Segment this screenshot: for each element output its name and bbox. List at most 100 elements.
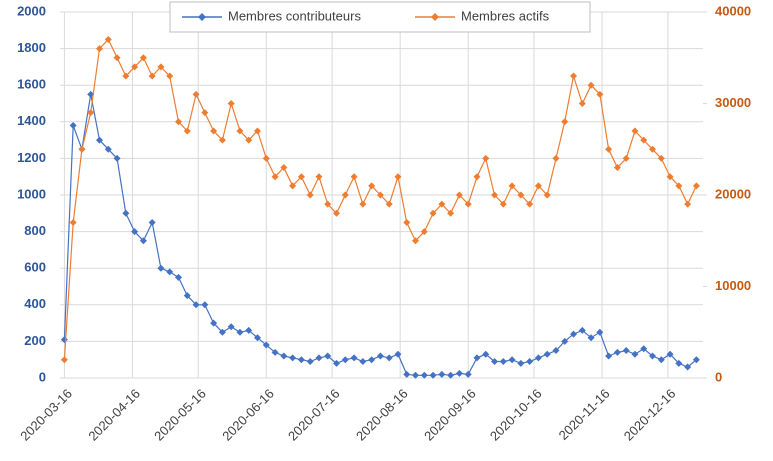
data-point <box>262 154 270 162</box>
data-point <box>280 164 288 172</box>
data-point <box>254 127 262 135</box>
data-point <box>122 72 130 80</box>
data-point <box>245 136 253 144</box>
data-point <box>148 72 156 80</box>
x-tick-label: 2020-03-16 <box>17 386 75 444</box>
data-point <box>376 191 384 199</box>
data-point <box>157 63 165 71</box>
data-point <box>280 352 288 360</box>
x-tick-label: 2020-05-16 <box>151 386 209 444</box>
data-point <box>218 136 226 144</box>
data-point <box>306 191 314 199</box>
data-point <box>368 182 376 190</box>
data-point <box>473 354 481 362</box>
data-point <box>517 359 525 367</box>
data-point <box>552 347 560 355</box>
data-point <box>175 273 183 281</box>
data-point <box>148 218 156 226</box>
data-point <box>315 354 323 362</box>
data-point <box>315 173 323 181</box>
data-point <box>622 154 630 162</box>
data-point <box>412 237 420 245</box>
data-point <box>122 209 130 217</box>
data-point <box>271 173 279 181</box>
y-tick-label: 2000 <box>17 3 46 18</box>
y-tick-label: 0 <box>39 369 46 384</box>
data-point <box>464 370 472 378</box>
data-point <box>297 173 305 181</box>
data-point <box>649 145 657 153</box>
y-tick-label: 1000 <box>17 186 46 201</box>
y2-tick-label: 20000 <box>715 186 751 201</box>
x-tick-label: 2020-04-16 <box>85 386 143 444</box>
data-point <box>227 323 235 331</box>
data-point <box>69 121 77 129</box>
legend-box <box>169 1 591 33</box>
data-point <box>657 154 665 162</box>
data-point <box>455 191 463 199</box>
data-point <box>587 81 595 89</box>
data-point <box>96 136 104 144</box>
data-point <box>385 354 393 362</box>
legend-label: Membres contributeurs <box>228 8 361 23</box>
data-point <box>385 200 393 208</box>
y2-tick-label: 0 <box>715 369 722 384</box>
data-point <box>473 173 481 181</box>
data-point <box>543 191 551 199</box>
data-point <box>192 301 200 309</box>
data-point <box>333 209 341 217</box>
data-point <box>104 145 112 153</box>
data-point <box>605 352 613 360</box>
data-point <box>87 109 95 117</box>
legend: Membres contributeurs Membres actifs <box>169 1 591 33</box>
data-point <box>543 350 551 358</box>
data-point <box>210 319 218 327</box>
y-tick-label: 1200 <box>17 150 46 165</box>
data-point <box>657 356 665 364</box>
data-point <box>183 292 191 300</box>
data-point <box>570 330 578 338</box>
data-point <box>596 90 604 98</box>
data-point <box>183 127 191 135</box>
x-tick-label: 2020-07-16 <box>285 386 343 444</box>
data-point <box>69 218 77 226</box>
data-point <box>131 63 139 71</box>
data-point <box>210 127 218 135</box>
data-point <box>113 54 121 62</box>
data-point <box>192 90 200 98</box>
data-point <box>175 118 183 126</box>
x-tick-label: 2020-11-16 <box>556 386 613 443</box>
data-point <box>341 191 349 199</box>
data-point <box>534 354 542 362</box>
data-point <box>675 182 683 190</box>
data-point <box>587 334 595 342</box>
data-point <box>491 358 499 366</box>
data-point <box>139 54 147 62</box>
data-point <box>297 356 305 364</box>
data-point <box>552 154 560 162</box>
x-tick-label: 2020-06-16 <box>219 386 277 444</box>
data-point <box>403 370 411 378</box>
data-point <box>578 326 586 334</box>
data-point <box>394 350 402 358</box>
data-point <box>394 173 402 181</box>
data-point <box>491 191 499 199</box>
data-point <box>306 358 314 366</box>
data-point <box>201 109 209 117</box>
data-point <box>403 218 411 226</box>
data-point <box>596 328 604 336</box>
data-point <box>438 370 446 378</box>
data-point <box>376 352 384 360</box>
data-point <box>166 72 174 80</box>
data-point <box>341 356 349 364</box>
data-point <box>420 371 428 379</box>
data-point <box>666 173 674 181</box>
data-point <box>324 352 332 360</box>
data-point <box>508 182 516 190</box>
data-point <box>447 371 455 379</box>
data-point <box>350 173 358 181</box>
data-point <box>622 347 630 355</box>
data-point <box>570 72 578 80</box>
data-point <box>640 345 648 353</box>
